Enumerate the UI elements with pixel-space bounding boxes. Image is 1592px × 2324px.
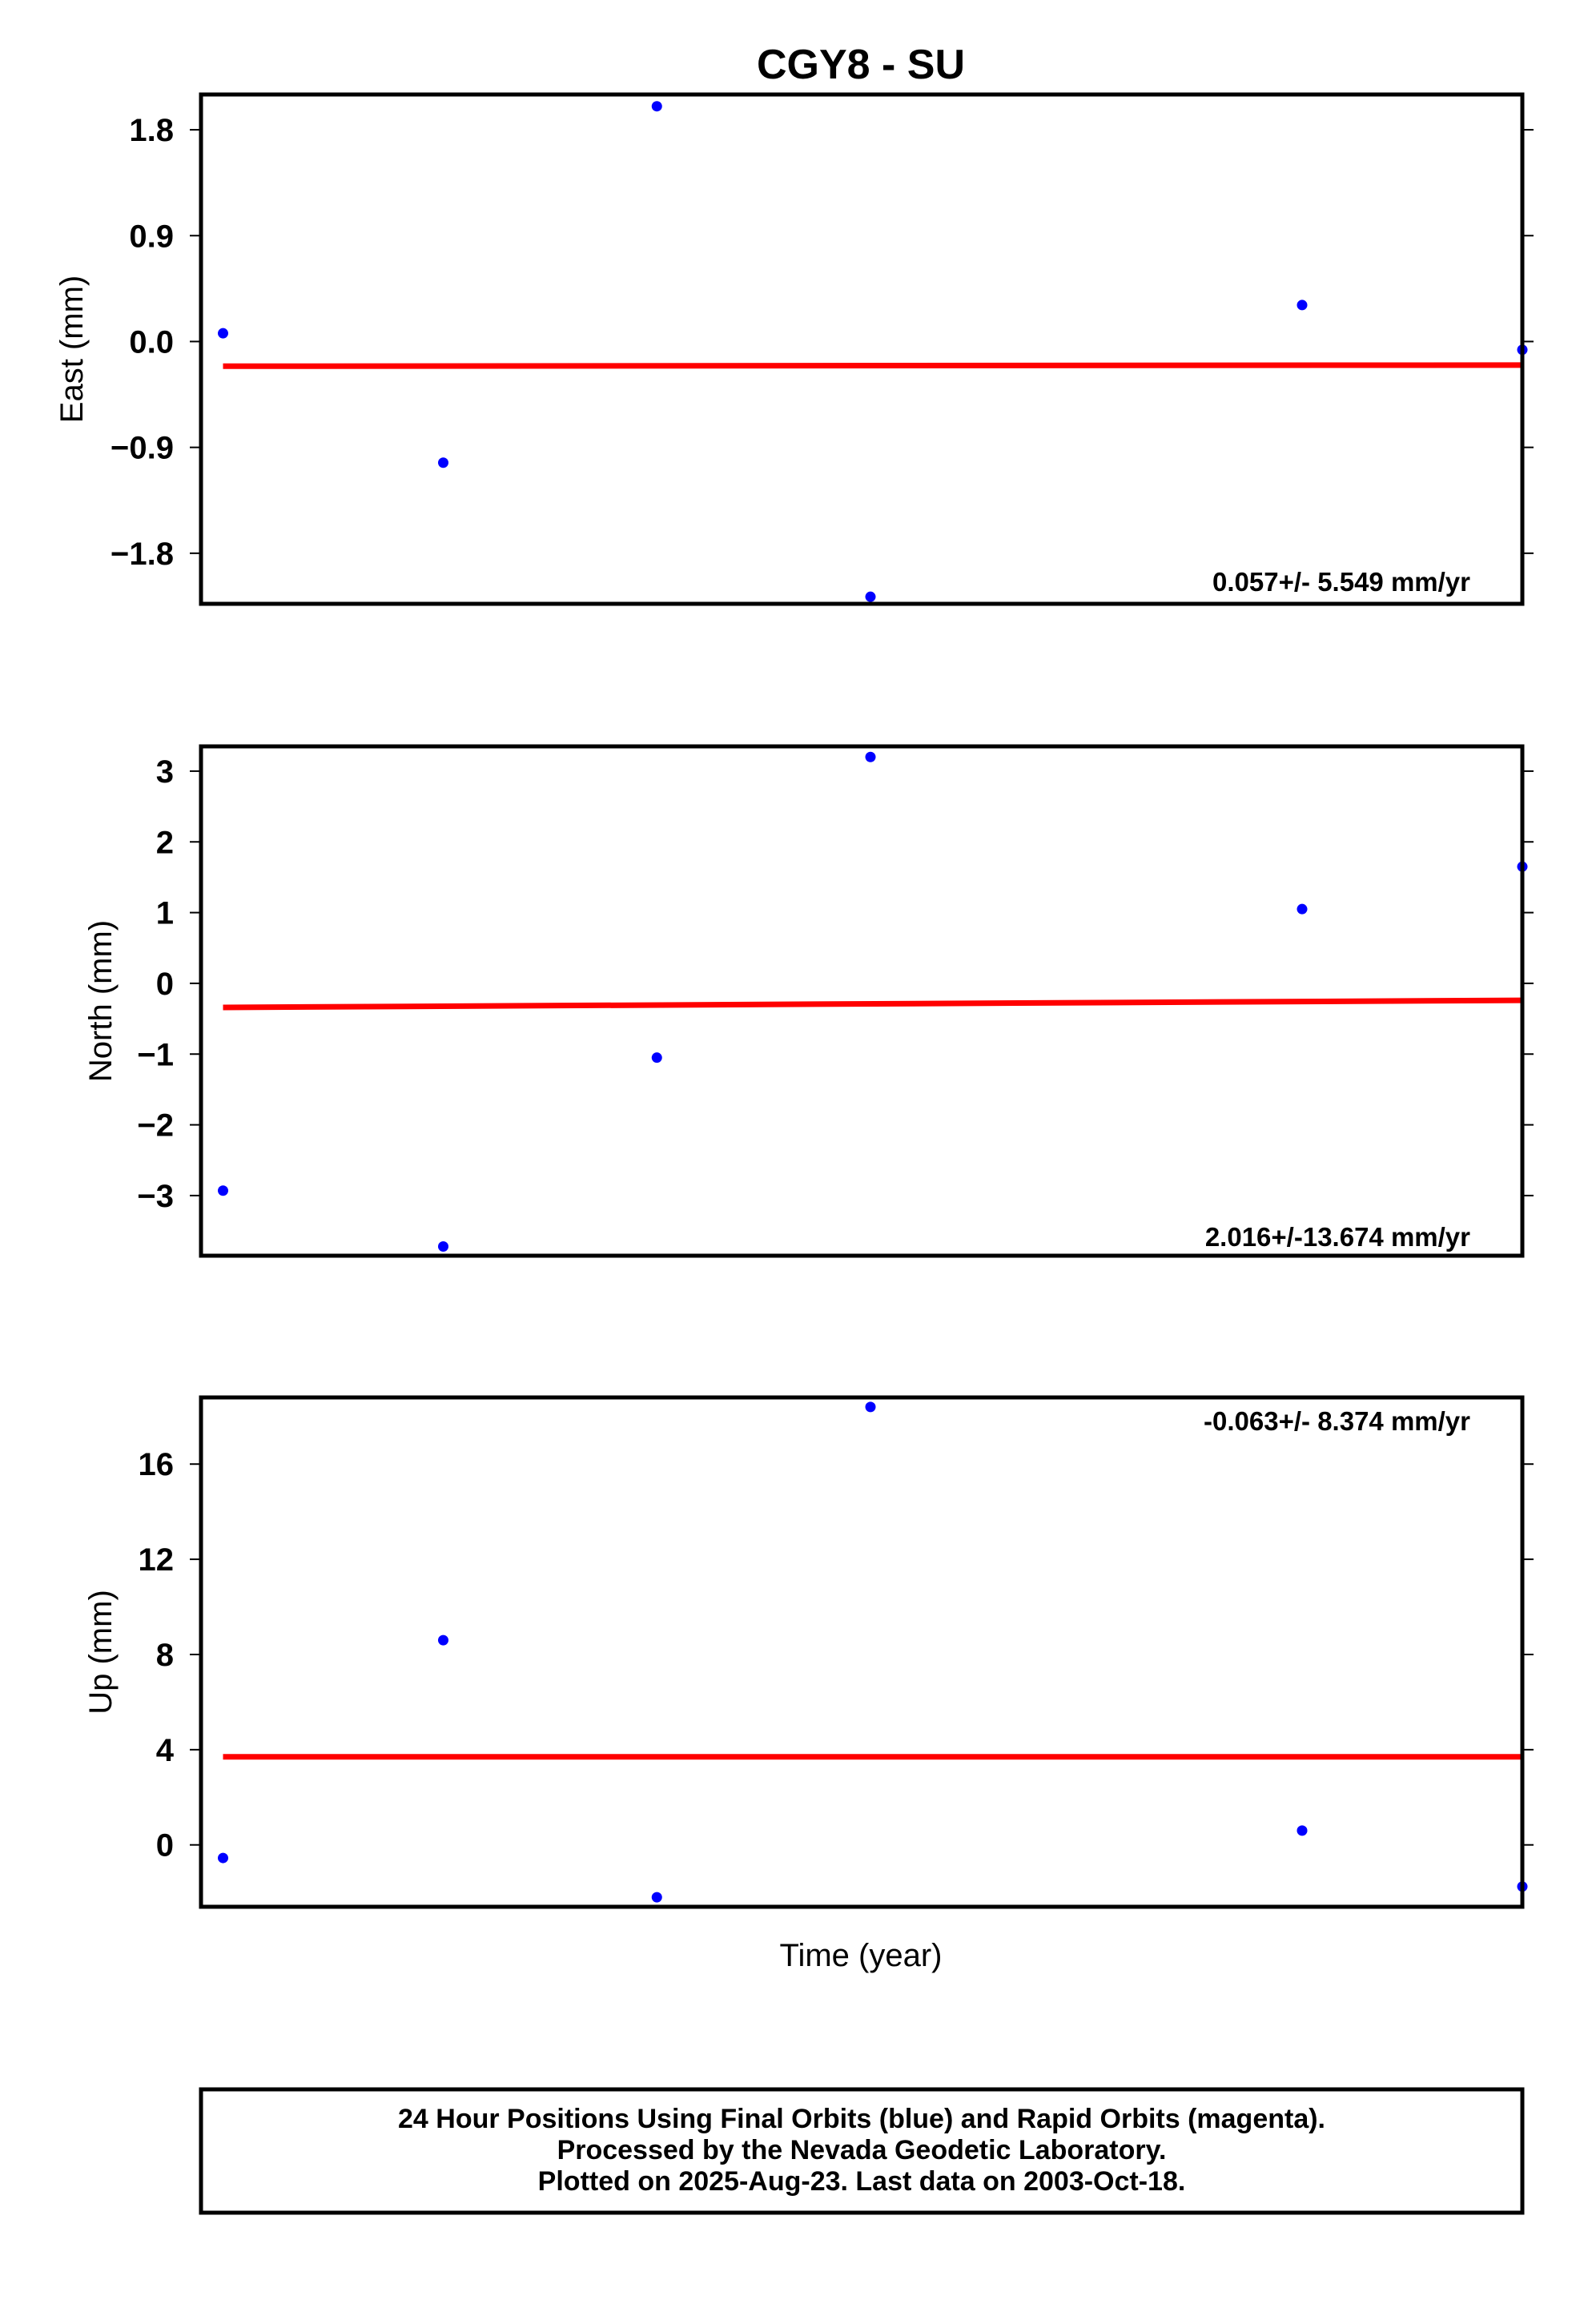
y-tick-label: 12 [139, 1542, 175, 1578]
y-tick-label: 2 [156, 825, 174, 860]
data-point [1297, 1825, 1308, 1836]
rate-annotation: 0.057+/- 5.549 mm/yr [1212, 567, 1470, 597]
y-tick-label: 0.0 [129, 324, 174, 360]
y-axis-label: East (mm) [54, 275, 90, 423]
data-point [865, 591, 876, 602]
y-tick-label: −2 [137, 1108, 174, 1144]
y-axis-label: Up (mm) [83, 1590, 119, 1715]
data-point [651, 1052, 662, 1063]
y-tick-label: 3 [156, 754, 174, 790]
y-tick-label: −1 [137, 1037, 174, 1072]
plot-frame [199, 1395, 1525, 1909]
data-point [865, 1401, 876, 1413]
y-tick-label: 1.8 [129, 113, 174, 148]
data-point [865, 751, 876, 762]
data-point [218, 328, 228, 339]
up-panel: Up (mm) -0.063+/- 8.374 mm/yr 16 12 8 4 0 [83, 1395, 1534, 1909]
footer-line-1: 24 Hour Positions Using Final Orbits (bl… [398, 2104, 1325, 2134]
y-tick-label: 8 [156, 1638, 174, 1673]
data-point [1297, 300, 1308, 311]
y-tick-label: 0 [156, 1828, 174, 1864]
y-axis-label: North (mm) [83, 920, 119, 1082]
plot-frame [199, 92, 1525, 606]
data-point [1297, 903, 1308, 915]
y-tick-label: −0.9 [111, 431, 174, 466]
footer-line-3: Plotted on 2025-Aug-23. Last data on 200… [538, 2166, 1186, 2197]
y-tick-label: 0.9 [129, 219, 174, 254]
data-point [651, 101, 662, 112]
data-point [438, 457, 448, 468]
east-panel: East (mm) 0.057+/- 5.549 mm/yr 1.8 0.9 0.0… [54, 92, 1534, 606]
data-point [651, 1892, 662, 1903]
data-point [438, 1634, 448, 1646]
y-tick-label: −3 [137, 1179, 174, 1214]
y-tick-label: 4 [156, 1733, 175, 1768]
trend-line [223, 362, 1523, 369]
data-point [438, 1241, 448, 1252]
y-tick-label: 1 [156, 896, 174, 931]
trend-line [223, 997, 1523, 1011]
y-tick-label: 16 [139, 1447, 175, 1482]
rate-annotation: -0.063+/- 8.374 mm/yr [1204, 1406, 1470, 1436]
y-tick-label: 0 [156, 967, 174, 1002]
data-point [218, 1185, 228, 1196]
north-panel: North (mm) 2.016+/-13.674 mm/yr 3 2 1 0 −1 −2… [83, 744, 1534, 1258]
footer-box: 24 Hour Positions Using Final Orbits (bl… [199, 2087, 1525, 2215]
footer-line-2: Processed by the Nevada Geodetic Laborat… [557, 2135, 1167, 2165]
y-tick-label: −1.8 [111, 537, 174, 572]
chart-title: CGY8 - SU [757, 42, 965, 88]
rate-annotation: 2.016+/-13.674 mm/yr [1205, 1222, 1470, 1252]
footer-frame [199, 2087, 1525, 2215]
plot-frame [199, 744, 1525, 1258]
data-point [218, 1852, 228, 1864]
x-axis-label: Time (year) [780, 1938, 943, 1973]
